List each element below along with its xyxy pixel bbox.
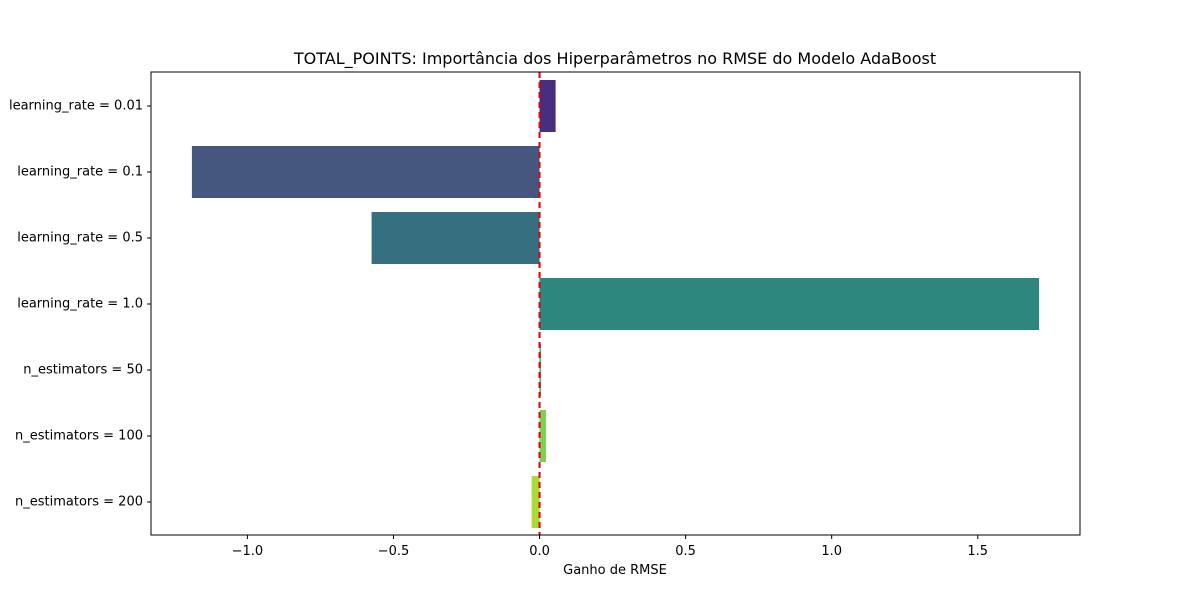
- bar-learning-rate-1-0: [539, 278, 1040, 330]
- bars-layer: [191, 80, 1040, 528]
- x-tick-label: −1.0: [232, 544, 264, 559]
- chart-title: TOTAL_POINTS: Importância dos Hiperparâm…: [293, 49, 936, 69]
- y-tick-label: learning_rate = 0.01: [9, 99, 143, 114]
- y-axis: learning_rate = 0.01 learning_rate = 0.1 l…: [9, 99, 151, 510]
- x-axis-label: Ganho de RMSE: [563, 563, 667, 578]
- bar-learning-rate-0-01: [539, 80, 556, 132]
- x-tick-label: −0.5: [378, 544, 410, 559]
- x-tick-label: 1.5: [967, 544, 988, 559]
- y-tick-label: n_estimators = 50: [23, 363, 143, 378]
- y-tick-label: learning_rate = 1.0: [17, 297, 143, 312]
- x-tick-label: 0.0: [529, 544, 550, 559]
- x-tick-label: 0.5: [675, 544, 696, 559]
- y-tick-label: learning_rate = 0.1: [17, 165, 143, 180]
- bar-n-estimators-100: [539, 410, 546, 462]
- bar-n-estimators-200: [531, 476, 540, 528]
- bar-learning-rate-0-1: [191, 146, 540, 198]
- x-tick-label: 1.0: [821, 544, 842, 559]
- y-tick-label: learning_rate = 0.5: [17, 231, 143, 246]
- bar-learning-rate-0-5: [371, 212, 540, 264]
- bar-n-estimators-50: [539, 344, 542, 396]
- y-tick-label: n_estimators = 200: [15, 495, 143, 510]
- y-tick-label: n_estimators = 100: [15, 429, 143, 444]
- x-axis: −1.0 −0.5 0.0 0.5 1.0 1.5: [232, 535, 988, 559]
